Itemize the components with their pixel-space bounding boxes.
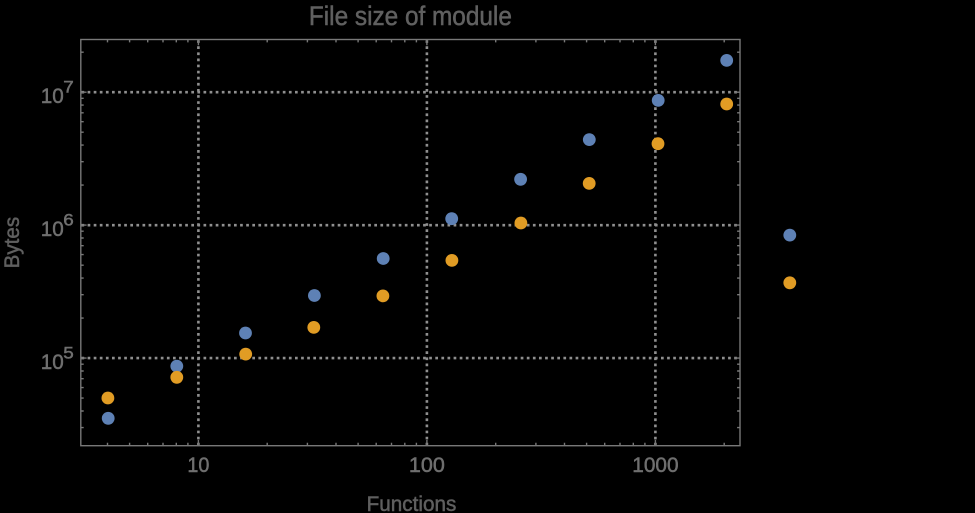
svg-text:10: 10 <box>41 84 64 108</box>
svg-text:7: 7 <box>63 78 74 97</box>
svg-text:1000: 1000 <box>632 453 678 477</box>
svg-text:File size of module: File size of module <box>309 1 512 31</box>
svg-text:Functions: Functions <box>367 492 457 513</box>
svg-text:10: 10 <box>187 453 209 477</box>
svg-text:10: 10 <box>41 217 64 241</box>
svg-text:Bytes: Bytes <box>0 217 24 269</box>
svg-text:6: 6 <box>63 211 74 230</box>
svg-text:10: 10 <box>41 350 64 374</box>
svg-text:5: 5 <box>63 344 74 363</box>
svg-text:100: 100 <box>409 453 445 477</box>
